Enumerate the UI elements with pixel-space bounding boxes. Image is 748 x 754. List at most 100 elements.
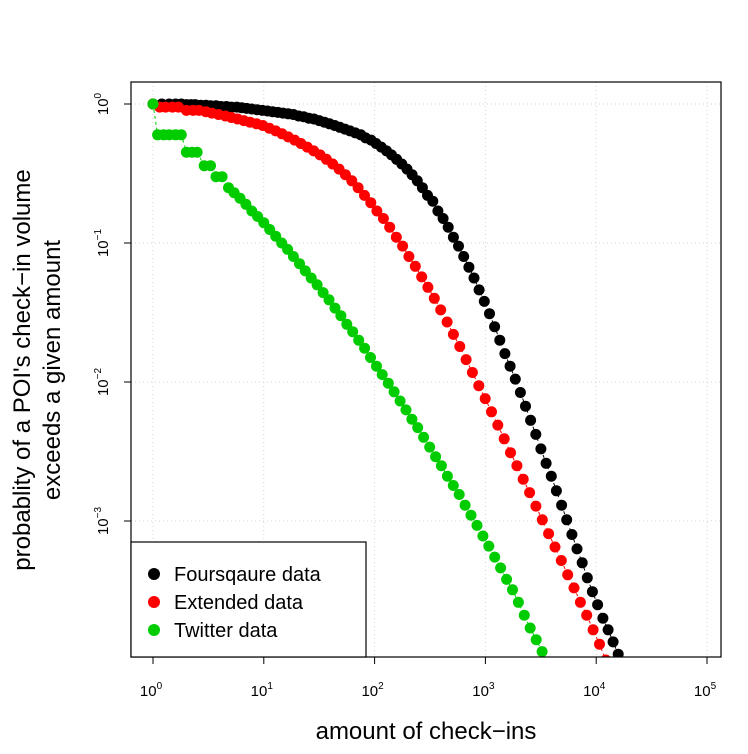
y-axis-label-line-2: exceeds a given amount (39, 240, 66, 501)
data-point (499, 348, 511, 360)
data-point (459, 499, 471, 511)
data-point (216, 171, 228, 183)
y-tick-label: 10−3 (93, 507, 112, 536)
data-point (447, 231, 459, 243)
data-point (205, 160, 216, 172)
data-point (518, 609, 530, 621)
data-point (287, 251, 299, 262)
data-point (562, 569, 574, 581)
data-point (581, 572, 593, 584)
data-point (468, 272, 480, 284)
data-point (397, 240, 409, 252)
legend-marker-extended (148, 596, 160, 608)
data-point (447, 328, 459, 340)
data-point (574, 596, 586, 608)
data-point (479, 393, 491, 405)
data-point (507, 584, 518, 596)
data-point (602, 624, 614, 636)
data-point (377, 213, 389, 224)
data-point (501, 573, 513, 585)
data-point (458, 251, 470, 262)
data-point (437, 213, 449, 224)
data-point (509, 373, 521, 385)
x-tick-label: 100 (140, 681, 163, 700)
data-point (471, 519, 483, 531)
data-point (483, 540, 495, 552)
data-point (329, 302, 341, 314)
data-point (382, 377, 394, 389)
legend-label-extended: Extended data (174, 592, 304, 614)
y-tick-label: 10−1 (93, 229, 112, 258)
data-point (191, 146, 203, 158)
y-tick-label: 10−2 (93, 368, 112, 397)
data-point (376, 369, 388, 381)
data-point (460, 354, 472, 366)
y-axis-label-line-1: probablity of a POI's check−in volume (9, 169, 36, 570)
data-point (394, 395, 406, 407)
data-point (359, 342, 371, 354)
data-point (549, 541, 561, 553)
data-point (463, 261, 475, 273)
data-point (359, 189, 370, 201)
legend-marker-twitter (148, 624, 160, 636)
data-point (441, 470, 453, 482)
data-point (520, 400, 531, 412)
data-point (504, 360, 516, 372)
axes: 100 101 102 103 104 105 100 10−1 10−2 10−3 (93, 92, 717, 700)
data-point (587, 624, 599, 636)
data-point (428, 292, 440, 304)
data-point (607, 636, 619, 648)
data-point (453, 489, 465, 500)
data-point (435, 460, 447, 472)
data-point (495, 562, 507, 574)
data-point (406, 413, 418, 425)
data-point (498, 433, 510, 445)
data-point (447, 480, 459, 491)
data-point (592, 599, 604, 611)
data-point (576, 557, 588, 569)
data-point (365, 352, 376, 363)
data-point (568, 582, 580, 594)
data-point (311, 279, 323, 291)
data-point (512, 596, 524, 608)
data-point (175, 129, 187, 141)
data-point (400, 404, 412, 416)
data-point (540, 457, 552, 469)
data-point (473, 380, 485, 392)
legend-label-twitter: Twitter data (174, 620, 278, 642)
x-tick-label: 102 (361, 681, 384, 700)
data-point (147, 98, 159, 110)
data-point (514, 387, 526, 398)
legend-box (130, 541, 367, 658)
data-point (536, 514, 548, 526)
data-point (341, 318, 353, 330)
data-point (524, 622, 536, 634)
data-point (371, 360, 382, 372)
data-point (418, 431, 430, 443)
data-point (601, 654, 611, 657)
x-tick-label: 103 (472, 681, 495, 700)
data-point (427, 195, 439, 207)
legend: Foursqaure data Extended data Twitter da… (130, 541, 367, 658)
data-point (477, 530, 489, 542)
data-point (525, 414, 537, 426)
data-point (489, 321, 501, 333)
data-point (424, 441, 436, 453)
data-point (416, 271, 428, 283)
data-point (597, 612, 609, 624)
data-point (530, 634, 542, 646)
legend-label-foursquare: Foursqaure data (174, 564, 322, 586)
data-point (505, 447, 516, 459)
data-point (442, 221, 454, 233)
data-point (545, 470, 557, 482)
data-point (594, 638, 605, 650)
data-point (453, 240, 464, 252)
data-point (511, 460, 523, 472)
x-tick-label: 105 (694, 681, 717, 700)
x-tick-label: 104 (583, 681, 606, 700)
data-point (430, 451, 442, 463)
data-point (492, 419, 504, 431)
data-point (530, 428, 542, 440)
data-point (409, 260, 421, 272)
data-point (441, 316, 453, 328)
